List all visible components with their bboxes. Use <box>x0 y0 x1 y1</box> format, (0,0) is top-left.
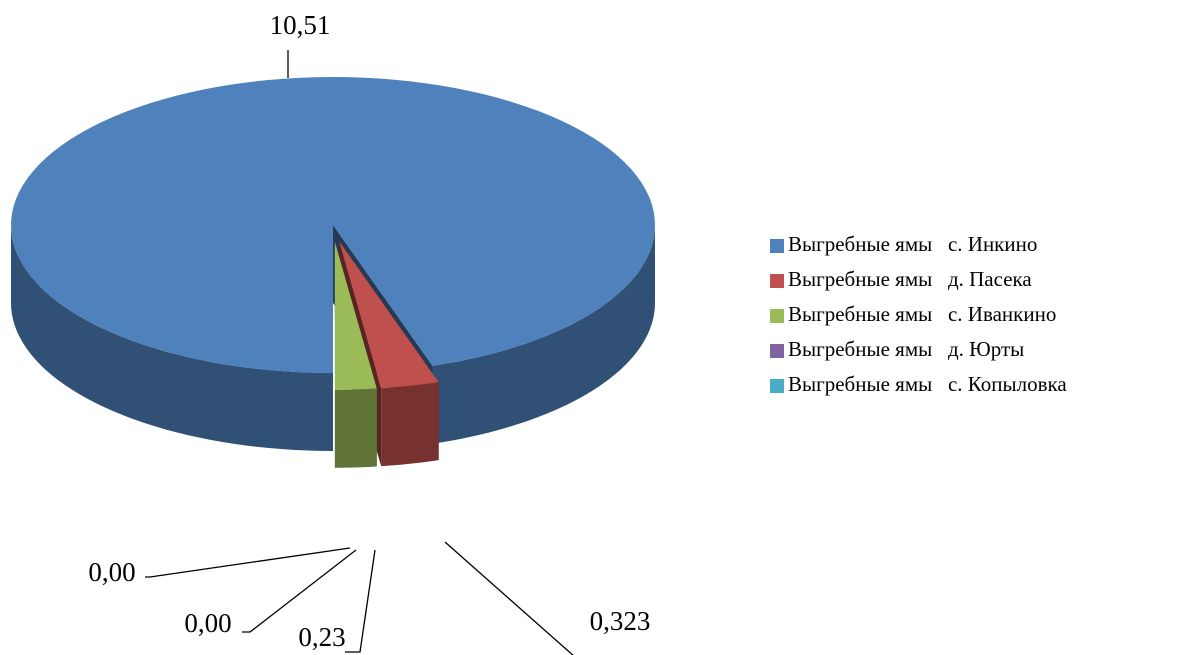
data-label: 0,323 <box>590 606 651 636</box>
slice-top <box>11 77 655 373</box>
slice-side <box>381 382 439 467</box>
legend-label: Выгребные ямы с. Инкино <box>788 232 1037 256</box>
leader-line <box>145 547 351 578</box>
data-label: 10,51 <box>270 10 331 40</box>
legend-label: Выгребные ямы д. Пасека <box>788 267 1032 291</box>
data-label: 0,00 <box>184 608 231 638</box>
slice-side <box>432 225 655 444</box>
data-label: 0,23 <box>298 622 345 652</box>
slice-top <box>334 241 377 390</box>
slice-top <box>339 241 439 389</box>
legend-swatch <box>770 309 784 323</box>
slice-side <box>11 225 333 451</box>
legend-swatch <box>770 344 784 358</box>
legend-swatch <box>770 239 784 253</box>
leader-line <box>444 541 574 655</box>
leader-line <box>345 549 376 653</box>
pie-slice <box>11 77 655 451</box>
data-label: 0,00 <box>88 557 135 587</box>
legend-label: Выгребные ямы с. Иванкино <box>788 302 1056 326</box>
slice-side <box>334 388 377 468</box>
legend-swatch <box>770 274 784 288</box>
legend-label: Выгребные ямы с. Копыловка <box>788 372 1067 396</box>
leader-line <box>242 549 357 633</box>
pie-slice <box>334 241 377 468</box>
legend-label: Выгребные ямы д. Юрты <box>788 337 1024 361</box>
legend-swatch <box>770 379 784 393</box>
